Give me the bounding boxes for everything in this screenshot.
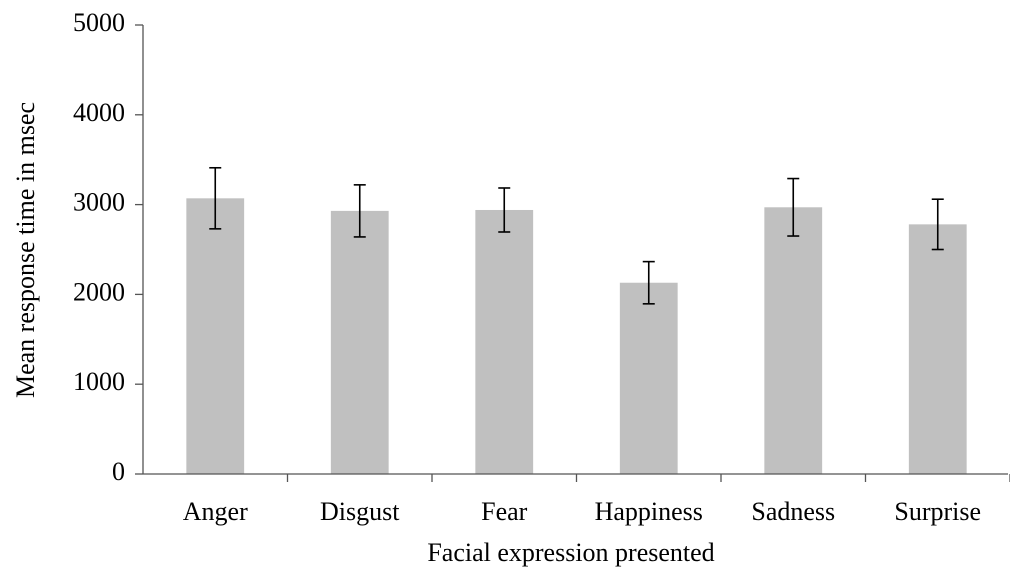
- x-axis-title: Facial expression presented: [427, 538, 714, 567]
- y-axis-title: Mean response time in msec: [11, 102, 40, 398]
- y-tick-label: 2000: [73, 277, 125, 306]
- x-tick-label: Surprise: [894, 497, 981, 526]
- y-tick-label: 5000: [73, 8, 125, 37]
- y-tick-label: 1000: [73, 367, 125, 396]
- x-tick-label: Anger: [183, 497, 248, 526]
- x-tick-label: Happiness: [595, 497, 703, 526]
- bar: [475, 209, 534, 474]
- bar: [908, 224, 967, 474]
- bar: [764, 207, 823, 474]
- y-tick-label: 4000: [73, 98, 125, 127]
- bar: [619, 282, 678, 474]
- bar: [186, 198, 245, 474]
- x-tick-label: Disgust: [320, 497, 400, 526]
- y-tick-label: 0: [112, 457, 125, 486]
- y-tick-label: 3000: [73, 188, 125, 217]
- x-tick-label: Fear: [481, 497, 528, 526]
- bar: [330, 210, 389, 475]
- x-tick-label: Sadness: [751, 497, 835, 526]
